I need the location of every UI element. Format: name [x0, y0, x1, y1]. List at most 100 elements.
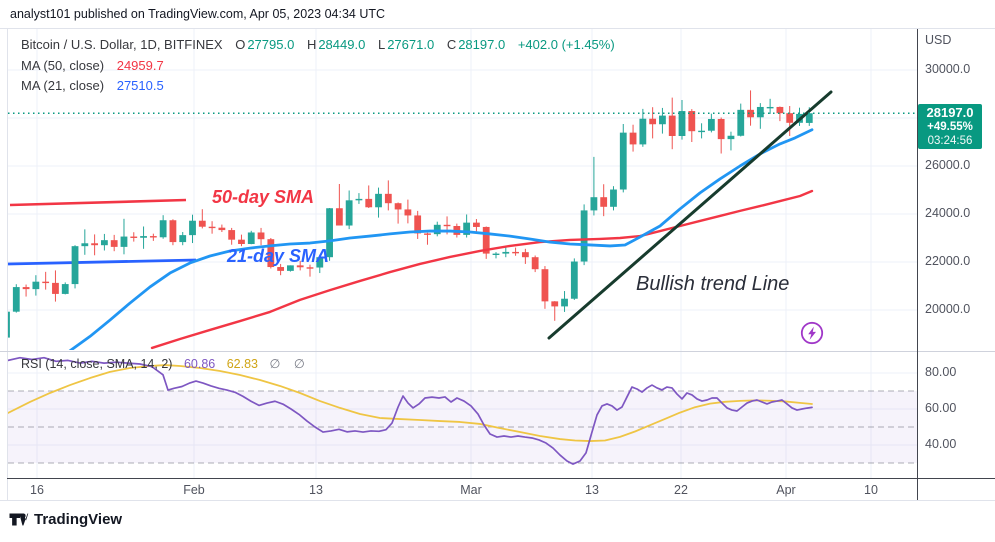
current-price-change-pct: +49.55% [927, 121, 973, 134]
candle [12, 287, 20, 312]
price-axis-label: 22000.0 [925, 254, 971, 268]
symbol-legend-row-main: Bitcoin / U.S. Dollar, 1D, BITFINEX O 277… [21, 35, 615, 56]
candle [159, 220, 167, 238]
candle [247, 232, 255, 244]
candle [42, 281, 50, 284]
trend-line[interactable] [547, 90, 833, 340]
candle [179, 235, 187, 243]
sma21-annotation-label[interactable]: 21-day SMA [227, 246, 330, 266]
candle [208, 226, 216, 229]
candle [91, 243, 99, 246]
candle [590, 197, 598, 211]
candle [531, 257, 539, 270]
candle [561, 298, 568, 307]
time-axis-label: 13 [585, 483, 599, 497]
candle [316, 257, 324, 268]
flash-button[interactable] [798, 319, 826, 347]
candle [267, 239, 275, 268]
ma21-line [68, 128, 814, 350]
ma21-value: 27510.5 [116, 78, 164, 93]
published-byline: analyst101 published on TradingView.com,… [10, 7, 386, 21]
candle [140, 236, 147, 238]
candle [688, 111, 696, 132]
candle [756, 106, 764, 118]
change-value: +402.0 (+1.45%) [517, 37, 615, 52]
candle [424, 233, 431, 235]
price-axis-label: 26000.0 [925, 158, 971, 172]
header-divider [0, 28, 995, 29]
time-axis-label: 10 [864, 483, 878, 497]
candle [287, 265, 294, 271]
candle [698, 130, 705, 133]
bar-close-countdown: 03:24:56 [927, 135, 973, 148]
sma50-annotation-label[interactable]: 50-day SMA [212, 187, 315, 207]
candle [747, 109, 754, 118]
lightning-icon [800, 321, 824, 345]
time-axis-label: 22 [674, 483, 688, 497]
candle [433, 224, 441, 235]
candle [61, 284, 69, 294]
candle [512, 251, 519, 254]
candle [257, 232, 265, 240]
candle [306, 267, 314, 269]
candle [580, 210, 588, 262]
rsi-sma-line [8, 364, 813, 442]
time-axis-label: Feb [183, 483, 205, 497]
candle [130, 236, 138, 238]
rsi-label: RSI (14, close, SMA, 14, 2) [21, 357, 173, 371]
candle [659, 115, 666, 125]
candle [169, 220, 177, 243]
candle [776, 106, 784, 114]
current-price-value: 28197.0 [926, 105, 974, 121]
price-axis-border [917, 29, 918, 500]
candle [149, 236, 157, 238]
candle [8, 311, 10, 338]
time-axis-label: 13 [309, 483, 323, 497]
candle [443, 224, 451, 227]
low-label: L [377, 37, 386, 52]
candle [384, 193, 392, 204]
ma21-legend-row[interactable]: MA (21, close) 27510.5 [21, 76, 615, 97]
candle [52, 282, 59, 294]
high-label: H [306, 37, 317, 52]
candle [737, 109, 745, 136]
candle [375, 193, 382, 208]
time-axis-label: 16 [30, 483, 44, 497]
rsi-empty-set-icon: ∅ [269, 357, 281, 371]
current-price-badge: 28197.0 +49.55% 03:24:56 [918, 104, 982, 150]
candle [473, 222, 480, 227]
time-axis-label: Mar [460, 483, 482, 497]
rsi-line [8, 356, 813, 465]
open-label: O [235, 37, 246, 52]
candle [120, 236, 128, 247]
candle [335, 208, 343, 226]
symbol-title[interactable]: Bitcoin / U.S. Dollar, 1D, BITFINEX [21, 37, 223, 52]
ma50-label: MA (50, close) [21, 57, 105, 73]
rsi-axis-label: 80.00 [925, 365, 957, 379]
sma21-annotation-line[interactable] [8, 258, 197, 266]
trend-annotation-label[interactable]: Bullish trend Line [636, 273, 790, 295]
bottom-border [0, 500, 995, 501]
candle [296, 265, 304, 268]
candle [101, 240, 108, 246]
candle [277, 267, 285, 271]
pane-divider[interactable] [0, 351, 995, 352]
candle [81, 243, 89, 247]
sma50-annotation-line[interactable] [9, 198, 187, 207]
price-axis-label: 30000.0 [925, 62, 971, 76]
candle [71, 246, 79, 285]
high-value: 28449.0 [318, 37, 366, 52]
candle [570, 261, 578, 299]
candle [394, 203, 402, 210]
candle [541, 269, 549, 302]
ma50-line [150, 189, 814, 350]
ma50-legend-row[interactable]: MA (50, close) 24959.7 [21, 56, 615, 77]
tradingview-watermark[interactable]: TradingView [8, 509, 122, 530]
candle [629, 132, 637, 145]
time-axis-border [7, 478, 995, 479]
candle [463, 222, 471, 235]
symbol-legend[interactable]: Bitcoin / U.S. Dollar, 1D, BITFINEX O 277… [21, 35, 615, 97]
rsi-legend[interactable]: RSI (14, close, SMA, 14, 2) 60.86 62.83 … [21, 356, 305, 371]
